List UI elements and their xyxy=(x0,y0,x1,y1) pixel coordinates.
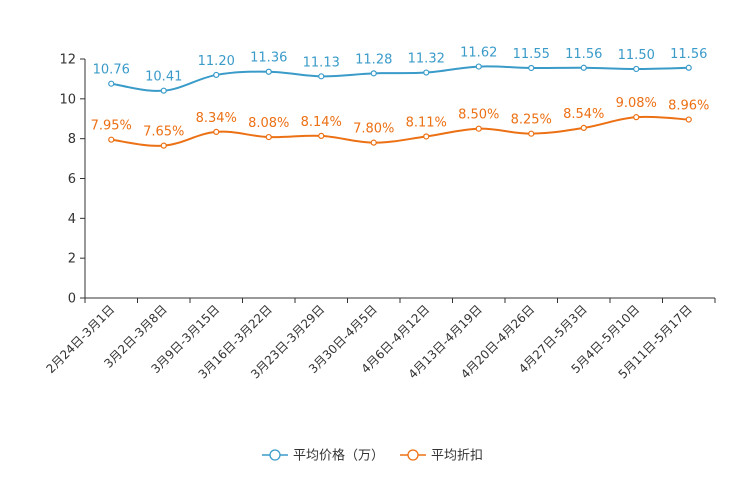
y-tick-label: 10 xyxy=(59,92,76,107)
data-label: 11.36 xyxy=(250,51,287,66)
legend-label: 平均价格（万） xyxy=(293,448,384,464)
data-point xyxy=(265,68,272,75)
data-label: 11.32 xyxy=(408,52,445,67)
y-tick-label: 0 xyxy=(68,292,76,307)
data-point xyxy=(475,63,482,70)
data-point xyxy=(108,80,115,87)
data-point xyxy=(423,69,430,76)
data-label: 10.41 xyxy=(145,70,182,85)
data-point xyxy=(213,71,220,79)
data-point xyxy=(685,64,692,71)
data-point xyxy=(318,73,325,80)
data-label: 8.14% xyxy=(301,115,342,130)
data-label: 8.11% xyxy=(406,115,447,130)
data-label: 8.08% xyxy=(248,116,289,131)
data-point xyxy=(213,128,220,135)
data-point xyxy=(370,70,377,77)
data-label: 8.96% xyxy=(668,99,709,114)
data-point xyxy=(160,87,167,94)
data-label: 7.65% xyxy=(143,125,184,140)
data-point xyxy=(528,64,535,72)
data-label: 11.55 xyxy=(513,47,550,62)
data-label: 11.28 xyxy=(355,52,392,67)
data-label: 8.25% xyxy=(511,113,552,128)
series-line xyxy=(111,115,689,147)
data-point xyxy=(633,114,640,121)
legend-item-0: 平均价格（万） xyxy=(262,448,384,464)
data-point xyxy=(265,133,272,141)
data-label: 10.76 xyxy=(93,63,130,78)
data-label: 8.50% xyxy=(458,108,499,123)
legend-label: 平均折扣 xyxy=(431,449,483,464)
legend-item-1: 平均折扣 xyxy=(400,449,483,464)
data-point xyxy=(633,65,640,73)
data-point xyxy=(528,130,535,137)
data-label: 7.95% xyxy=(91,119,132,134)
data-point xyxy=(318,132,325,139)
legend-marker xyxy=(407,449,419,461)
legend-marker xyxy=(269,449,281,461)
y-tick-label: 8 xyxy=(68,132,76,147)
y-tick-label: 4 xyxy=(68,212,76,227)
y-tick-label: 12 xyxy=(59,53,76,68)
data-point xyxy=(423,133,430,140)
data-point xyxy=(580,124,587,132)
y-tick-label: 6 xyxy=(68,172,76,187)
data-point xyxy=(370,139,377,146)
data-label: 11.56 xyxy=(565,47,602,62)
data-point xyxy=(580,64,587,71)
data-point xyxy=(108,136,115,143)
series-0: 10.76 10.41 11.20 11.36 11.13 11.28 11.32 11.62… xyxy=(93,46,707,94)
data-label: 11.62 xyxy=(460,46,497,61)
legend: 平均价格（万） 平均折扣 xyxy=(262,448,483,464)
data-point xyxy=(160,142,167,149)
data-label: 8.54% xyxy=(563,107,604,122)
data-label: 11.20 xyxy=(198,54,235,69)
y-tick-label: 2 xyxy=(68,252,76,267)
data-point xyxy=(475,125,482,132)
series-line xyxy=(111,65,689,92)
series-1: 7.95% 7.65% 8.34% 8.08% 8.14% 7.80% 8.11% 8.50%… xyxy=(91,96,709,149)
data-label: 7.80% xyxy=(353,122,394,137)
data-label: 11.56 xyxy=(670,47,707,62)
data-label: 8.34% xyxy=(196,111,237,126)
data-label: 11.50 xyxy=(618,48,655,63)
data-label: 9.08% xyxy=(616,96,657,111)
data-point xyxy=(685,116,692,123)
axes: 0246810122月24日-3月1日3月2日-3月8日3月9日-3月15日3月… xyxy=(43,53,716,382)
data-label: 11.13 xyxy=(303,55,340,70)
series-layer: 10.76 10.41 11.20 11.36 11.13 11.28 11.32 11.62… xyxy=(91,46,709,149)
